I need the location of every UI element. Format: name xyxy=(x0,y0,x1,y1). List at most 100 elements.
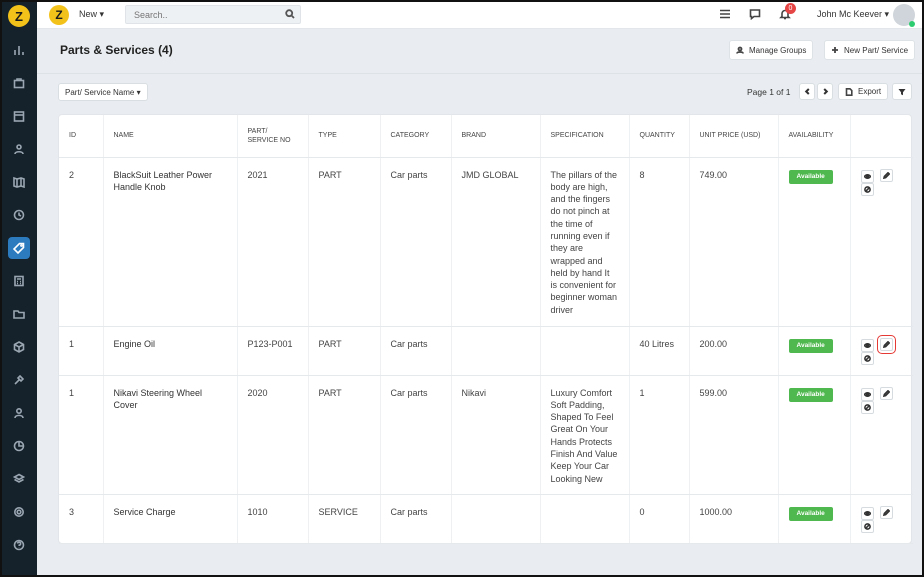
table-row[interactable]: 1 Nikavi Steering Wheel Cover 2020 PART … xyxy=(59,375,913,495)
cell-category: Car parts xyxy=(380,494,452,544)
block-icon xyxy=(863,354,871,362)
column-header[interactable]: BRAND xyxy=(451,115,541,158)
left-sidebar: Z xyxy=(2,2,37,575)
export-label: Export xyxy=(858,87,882,96)
eye-icon xyxy=(863,173,871,179)
cell-name[interactable]: Service Charge xyxy=(103,494,238,544)
cell-name[interactable]: Nikavi Steering Wheel Cover xyxy=(103,375,238,495)
cell-part-no: 1010 xyxy=(237,494,309,544)
page-indicator: Page 1 of 1 xyxy=(747,87,791,97)
cell-unit-price: 1000.00 xyxy=(689,494,779,544)
edit-button[interactable] xyxy=(879,386,893,400)
table-row[interactable]: 1 Engine Oil P123-P001 PART Car parts 40… xyxy=(59,326,913,376)
group-icon xyxy=(736,46,744,54)
disable-button[interactable] xyxy=(860,519,874,533)
search-icon[interactable] xyxy=(285,9,295,19)
column-header[interactable]: CATEGORY xyxy=(380,115,452,158)
tools-icon[interactable] xyxy=(8,369,30,391)
status-badge: Available xyxy=(788,169,833,184)
edit-button[interactable] xyxy=(879,168,893,182)
new-menu-button[interactable]: New ▾ xyxy=(79,9,105,19)
cell-actions xyxy=(850,494,913,544)
edit-button[interactable] xyxy=(876,334,896,354)
column-header[interactable]: TYPE xyxy=(308,115,381,158)
tag-icon[interactable] xyxy=(8,237,30,259)
funnel-icon xyxy=(898,88,906,95)
disable-button[interactable] xyxy=(860,182,874,196)
cell-actions xyxy=(850,326,913,376)
eye-icon xyxy=(863,510,871,516)
column-header[interactable]: SPECIFICATION xyxy=(540,115,630,158)
table-row[interactable]: 3 Service Charge 1010 SERVICE Car parts … xyxy=(59,494,913,544)
layers-icon[interactable] xyxy=(8,468,30,490)
cell-type: PART xyxy=(308,375,381,495)
view-button[interactable] xyxy=(860,387,874,401)
cell-quantity: 8 xyxy=(629,157,690,327)
chat-icon[interactable] xyxy=(749,8,763,22)
pencil-icon xyxy=(882,389,890,397)
folder-icon[interactable] xyxy=(8,303,30,325)
cell-availability: Available xyxy=(778,375,851,495)
box-icon[interactable] xyxy=(8,336,30,358)
briefcase-icon[interactable] xyxy=(8,72,30,94)
column-header[interactable]: PART/ SERVICE NO xyxy=(237,115,309,158)
disable-button[interactable] xyxy=(860,351,874,365)
app-logo[interactable]: Z xyxy=(8,5,30,27)
prev-page-button[interactable] xyxy=(799,83,815,100)
calendar-icon[interactable] xyxy=(8,105,30,127)
block-icon xyxy=(863,403,871,411)
column-header[interactable]: AVAILABILITY xyxy=(778,115,851,158)
cell-type: SERVICE xyxy=(308,494,381,544)
cell-quantity: 0 xyxy=(629,494,690,544)
avatar[interactable] xyxy=(893,4,915,26)
calculator-icon[interactable] xyxy=(8,270,30,292)
cell-name[interactable]: Engine Oil xyxy=(103,326,238,376)
pencil-icon xyxy=(882,340,890,348)
manage-groups-button[interactable]: Manage Groups xyxy=(729,40,814,60)
help-icon[interactable] xyxy=(8,534,30,556)
online-status-dot xyxy=(909,21,915,27)
eye-icon xyxy=(863,342,871,348)
table-row[interactable]: 2 BlackSuit Leather Power Handle Knob 20… xyxy=(59,157,913,327)
search-input[interactable] xyxy=(125,5,301,24)
users-icon[interactable] xyxy=(8,138,30,160)
disable-button[interactable] xyxy=(860,400,874,414)
filter-button[interactable] xyxy=(892,83,912,100)
next-page-button[interactable] xyxy=(817,83,833,100)
cell-availability: Available xyxy=(778,494,851,544)
view-button[interactable] xyxy=(860,338,874,352)
cell-id: 1 xyxy=(59,326,104,376)
column-header[interactable]: ID xyxy=(59,115,104,158)
cell-type: PART xyxy=(308,326,381,376)
edit-button[interactable] xyxy=(879,505,893,519)
cell-brand: Nikavi xyxy=(451,375,541,495)
table-header-row: ID NAME PART/ SERVICE NO TYPE CATEGORY B… xyxy=(59,115,913,158)
export-button[interactable]: Export xyxy=(838,83,889,100)
person-icon[interactable] xyxy=(8,402,30,424)
column-header[interactable]: QUANTITY xyxy=(629,115,690,158)
cell-id: 3 xyxy=(59,494,104,544)
user-menu[interactable]: John Mc Keever ▾ xyxy=(817,9,890,19)
pencil-icon xyxy=(882,171,890,179)
view-button[interactable] xyxy=(860,169,874,183)
cell-name[interactable]: BlackSuit Leather Power Handle Knob xyxy=(103,157,238,327)
file-icon xyxy=(845,87,853,96)
view-button[interactable] xyxy=(860,506,874,520)
cell-part-no: 2020 xyxy=(237,375,309,495)
page-title: Parts & Services (4) xyxy=(60,43,173,57)
cell-availability: Available xyxy=(778,157,851,327)
brand-logo[interactable]: Z xyxy=(49,5,69,25)
column-header[interactable]: UNIT PRICE (USD) xyxy=(689,115,779,158)
map-icon[interactable] xyxy=(8,171,30,193)
clock-icon[interactable] xyxy=(8,204,30,226)
new-part-service-button[interactable]: New Part/ Service xyxy=(824,40,916,60)
name-filter-dropdown[interactable]: Part/ Service Name ▾ xyxy=(58,83,148,101)
pie-icon[interactable] xyxy=(8,435,30,457)
settings-icon[interactable] xyxy=(8,501,30,523)
chart-icon[interactable] xyxy=(8,39,30,61)
cell-id: 1 xyxy=(59,375,104,495)
manage-groups-label: Manage Groups xyxy=(749,45,807,55)
column-header[interactable]: NAME xyxy=(103,115,238,158)
list-view-icon[interactable] xyxy=(719,8,733,22)
